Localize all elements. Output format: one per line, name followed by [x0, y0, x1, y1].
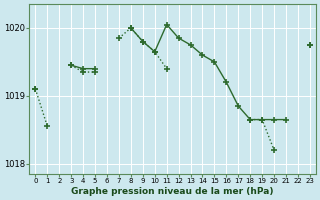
X-axis label: Graphe pression niveau de la mer (hPa): Graphe pression niveau de la mer (hPa)	[71, 187, 274, 196]
